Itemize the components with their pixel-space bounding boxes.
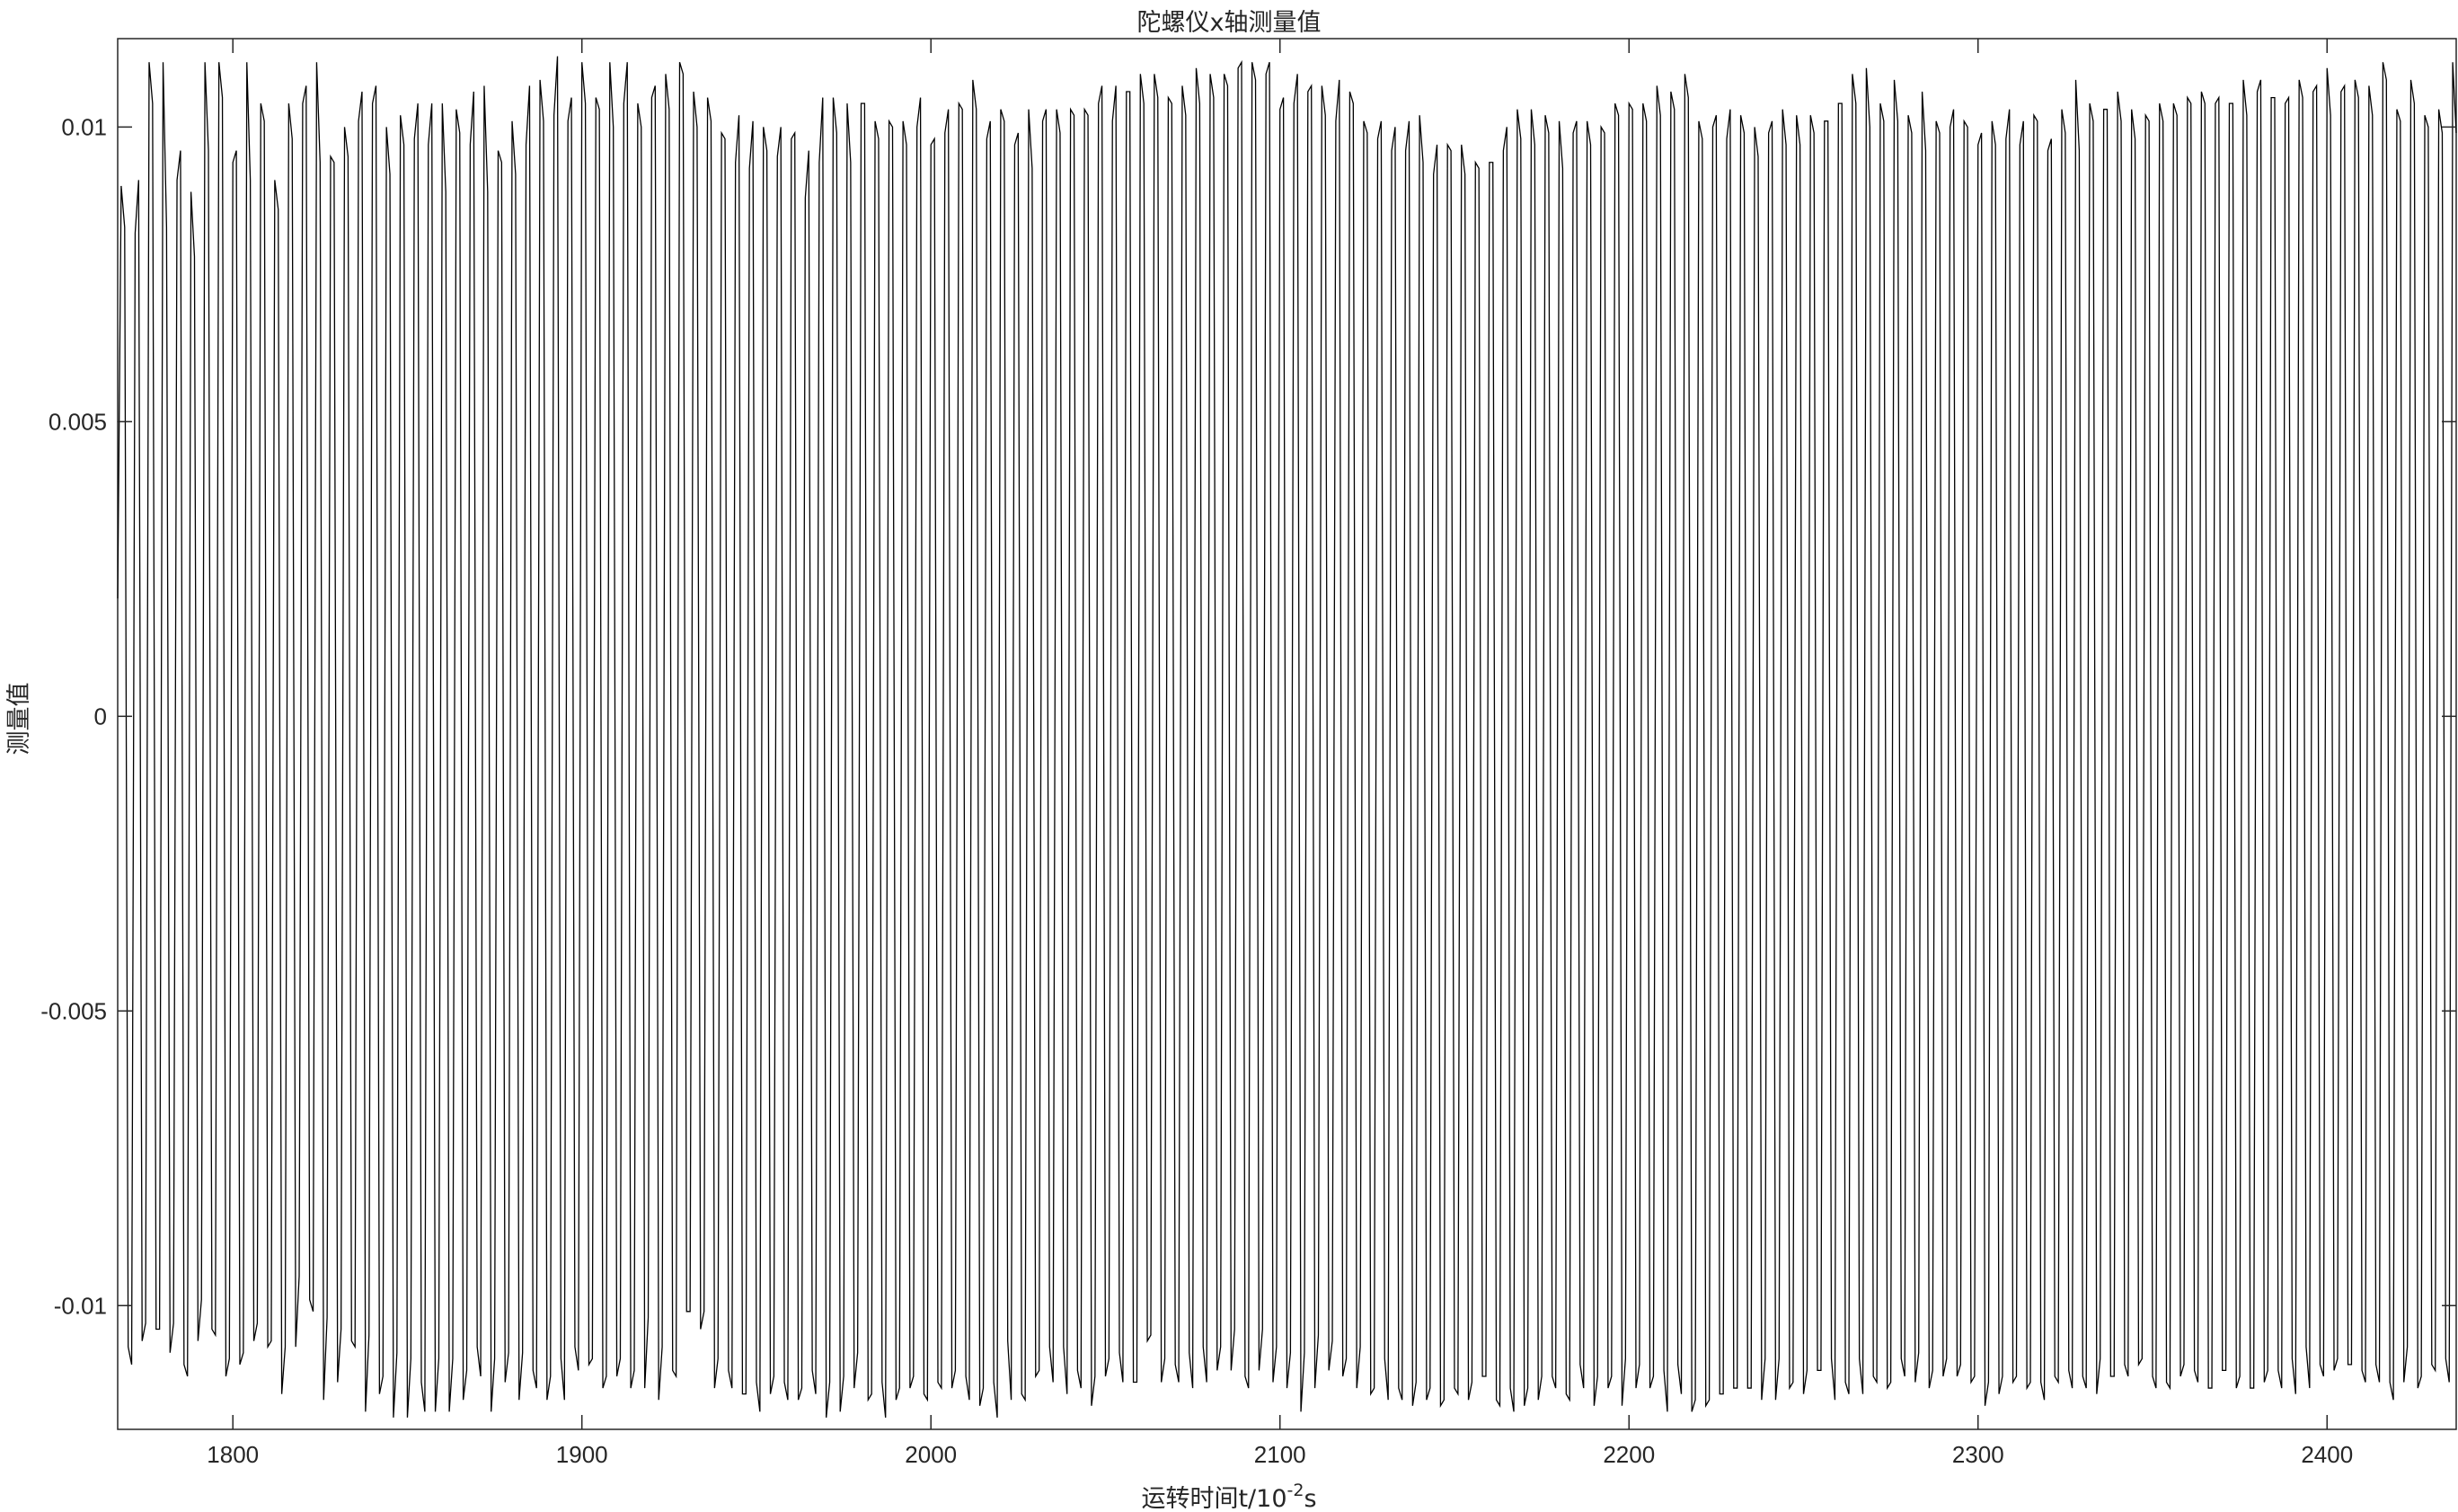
plot-area xyxy=(117,38,2457,1430)
y-tick-label: -0.01 xyxy=(54,1292,107,1319)
y-tick-label: 0.01 xyxy=(61,113,107,140)
x-tick-label: 2200 xyxy=(1603,1441,1655,1468)
x-tick-label: 1900 xyxy=(556,1441,608,1468)
chart-title: 陀螺仪x轴测量值 xyxy=(1137,9,1322,37)
x-tick-label: 1800 xyxy=(207,1441,259,1468)
x-axis-label-prefix: 运转时间t/10 xyxy=(1141,1485,1286,1512)
x-tick-label: 2400 xyxy=(2301,1441,2353,1468)
x-tick-label: 2100 xyxy=(1254,1441,1306,1468)
x-axis-label-suffix: s xyxy=(1304,1485,1316,1512)
y-axis-label: 测量值 xyxy=(5,683,33,756)
x-tick-label: 2300 xyxy=(1952,1441,2004,1468)
x-axis-label-exponent: -2 xyxy=(1287,1481,1304,1500)
y-tick-label: 0 xyxy=(94,703,107,729)
series-line-gyro-x xyxy=(117,56,2457,1418)
axes-frame xyxy=(117,38,2457,1430)
x-axis-ticks: 1800 1900 2000 2100 2200 2300 2400 xyxy=(207,39,2353,1468)
y-axis-ticks: -0.01 -0.005 0 0.005 0.01 xyxy=(40,113,2456,1319)
y-tick-label: -0.005 xyxy=(40,997,107,1024)
x-tick-label: 2000 xyxy=(905,1441,957,1468)
y-tick-label: 0.005 xyxy=(49,408,107,435)
x-axis-label: 运转时间t/10-2s xyxy=(1141,1481,1316,1512)
